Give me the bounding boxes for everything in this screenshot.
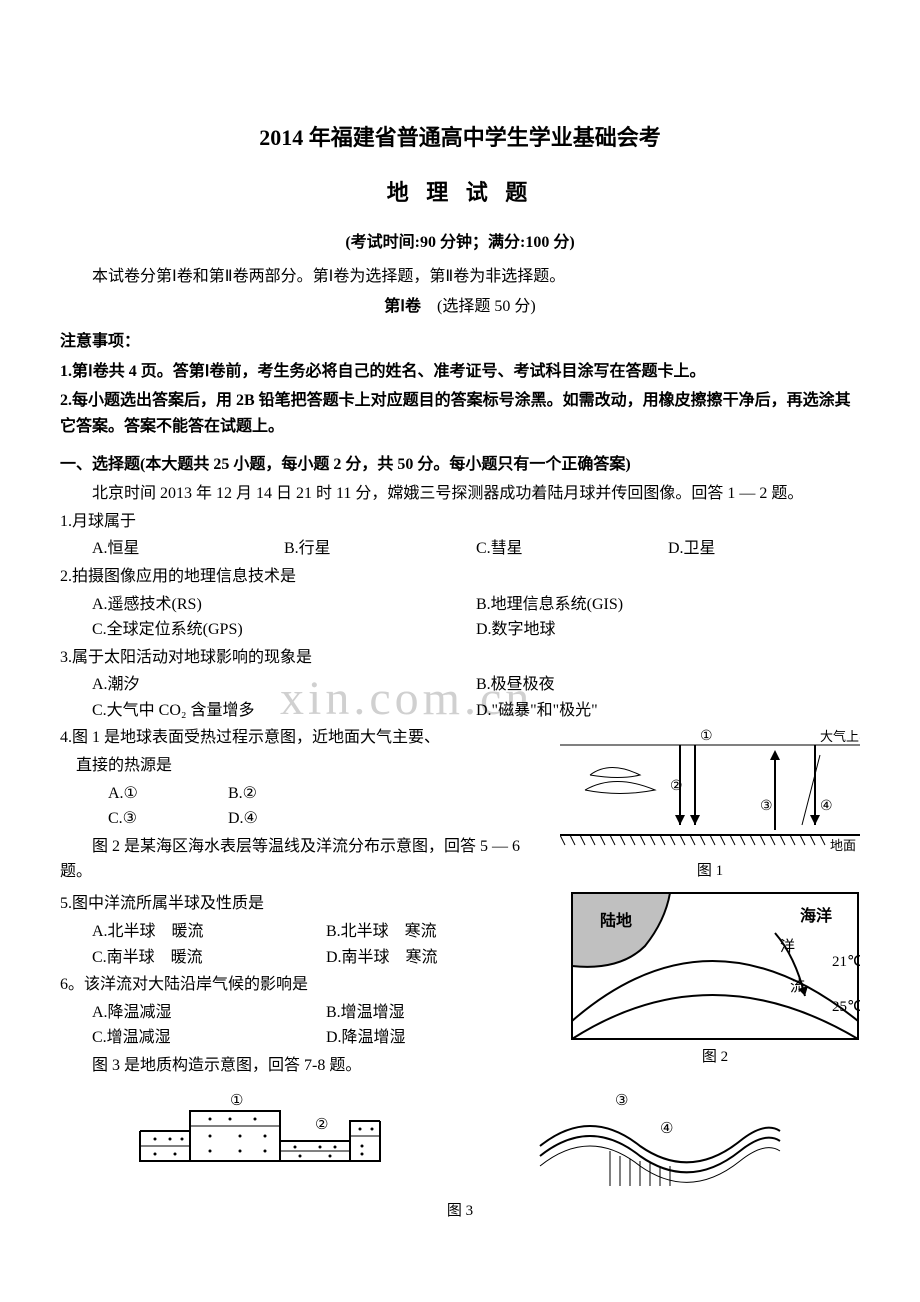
svg-text:②: ② <box>315 1117 328 1133</box>
question-3: 3.属于太阳活动对地球影响的现象是 <box>60 645 860 671</box>
q2-options: A.遥感技术(RS) B.地理信息系统(GIS) C.全球定位系统(GPS) D… <box>60 592 860 643</box>
q3-optA: A.潮汐 <box>92 672 476 698</box>
q5-optA: A.北半球 暖流 <box>92 919 326 945</box>
svg-text:③: ③ <box>615 1093 628 1109</box>
q6-optD: D.降温增湿 <box>326 1025 560 1051</box>
section-bold: 第Ⅰ卷 <box>384 298 421 315</box>
svg-text:地面: 地面 <box>830 838 856 853</box>
q1-optB: B.行星 <box>284 536 476 562</box>
subject-title: 地 理 试 题 <box>60 175 860 210</box>
figure-1: ① ② ③ ④ 大气上界 地面 图 1 <box>560 725 860 883</box>
q1-optA: A.恒星 <box>92 536 284 562</box>
q6-optA: A.降温减湿 <box>92 1000 326 1026</box>
q2-optA: A.遥感技术(RS) <box>92 592 476 618</box>
figure-3: ① ② <box>60 1091 860 1191</box>
notice-item-2: 2.每小题选出答案后，用 2B 铅笔把答题卡上对应题目的答案标号涂黑。如需改动，… <box>60 388 860 439</box>
question-1: 1.月球属于 <box>60 509 860 535</box>
svg-text:陆地: 陆地 <box>600 911 632 930</box>
q1-options: A.恒星 B.行星 C.彗星 D.卫星 <box>60 536 860 562</box>
q1-optD: D.卫星 <box>668 536 860 562</box>
q6-optC: C.增温减湿 <box>92 1025 326 1051</box>
q3-optD: D."磁暴"和"极光" <box>476 698 860 724</box>
svg-text:大气上界: 大气上界 <box>820 729 860 744</box>
svg-text:21℃: 21℃ <box>832 954 860 970</box>
main-title: 2014 年福建省普通高中学生学业基础会考 <box>60 120 860 155</box>
q3-optC: C.大气中 CO₂ 含量增多 <box>92 698 476 724</box>
fig1-caption: 图 1 <box>560 859 860 883</box>
svg-text:④: ④ <box>820 799 833 814</box>
q5-optD: D.南半球 寒流 <box>326 945 560 971</box>
q3-options: A.潮汐 B.极昼极夜 C.大气中 CO₂ 含量增多 D."磁暴"和"极光" <box>60 672 860 723</box>
notice-title: 注意事项： <box>60 329 860 355</box>
question-2: 2.拍摄图像应用的地理信息技术是 <box>60 564 860 590</box>
svg-text:②: ② <box>670 779 683 794</box>
section-label: 第Ⅰ卷 (选择题 50 分) <box>60 294 860 320</box>
paper-desc: 本试卷分第Ⅰ卷和第Ⅱ卷两部分。第Ⅰ卷为选择题，第Ⅱ卷为非选择题。 <box>60 264 860 290</box>
q4-optA: A.① <box>108 781 228 807</box>
svg-text:④: ④ <box>660 1121 673 1137</box>
q6-optB: B.增温增湿 <box>326 1000 560 1026</box>
context-1: 北京时间 2013 年 12 月 14 日 21 时 11 分，嫦娥三号探测器成… <box>60 481 860 507</box>
fig2-caption: 图 2 <box>570 1045 860 1069</box>
q2-optB: B.地理信息系统(GIS) <box>476 592 860 618</box>
exam-info: (考试时间:90 分钟；满分:100 分) <box>60 230 860 256</box>
q3-optB: B.极昼极夜 <box>476 672 860 698</box>
q2-optD: D.数字地球 <box>476 617 860 643</box>
svg-text:海洋: 海洋 <box>800 906 832 925</box>
q1-optC: C.彗星 <box>476 536 668 562</box>
notice-item-1: 1.第Ⅰ卷共 4 页。答第Ⅰ卷前，考生务必将自己的姓名、准考证号、考试科目涂写在… <box>60 359 860 385</box>
figure-2: 陆地 海洋 21℃ 25℃ 洋 流 图 2 <box>570 891 860 1069</box>
fig3-caption: 图 3 <box>60 1199 860 1223</box>
q5-optC: C.南半球 暖流 <box>92 945 326 971</box>
svg-text:①: ① <box>230 1093 243 1109</box>
q4-optB: B.② <box>228 781 550 807</box>
q2-optC: C.全球定位系统(GPS) <box>92 617 476 643</box>
section-heading: 一、选择题(本大题共 25 小题，每小题 2 分，共 50 分。每小题只有一个正… <box>60 452 860 478</box>
svg-text:①: ① <box>700 729 713 744</box>
svg-text:③: ③ <box>760 799 773 814</box>
q4-optD: D.④ <box>228 806 550 832</box>
svg-text:25℃: 25℃ <box>832 999 860 1015</box>
q4-optC: C.③ <box>108 806 228 832</box>
section-rest: (选择题 50 分) <box>437 298 536 315</box>
q5-optB: B.北半球 寒流 <box>326 919 560 945</box>
